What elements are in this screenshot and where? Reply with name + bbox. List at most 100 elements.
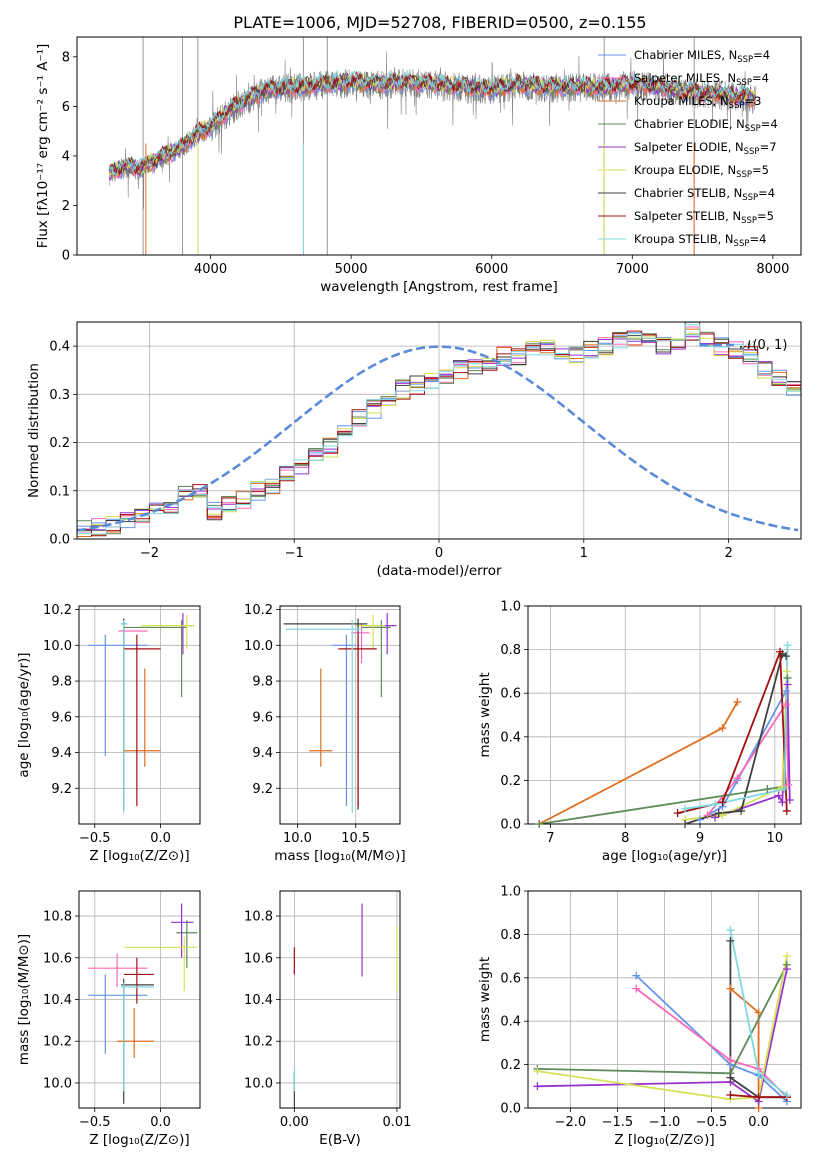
weight-marker xyxy=(754,1093,763,1102)
y-tick-label: 0.2 xyxy=(500,774,521,789)
y-tick-label: 0.0 xyxy=(500,1102,521,1117)
x-tick-label: 0.0 xyxy=(150,1115,171,1130)
x-tick-label: 0 xyxy=(435,546,443,561)
weight-marker xyxy=(754,1069,763,1078)
y-tick-label: 2 xyxy=(62,199,70,214)
y-axis-label: mass weight xyxy=(477,957,493,1042)
panel-mass-vs-Z: −0.5 0.0 10.0 10.2 10.4 10.6 10.8 Z [log₁₀(Z/Z⊙… xyxy=(16,890,201,1148)
weight-marker xyxy=(782,806,791,815)
x-axis-label: Z [log₁₀(Z/Z⊙)] xyxy=(89,848,189,864)
legend-entry: Kroupa ELODIE, NSSP=5 xyxy=(634,163,769,180)
y-tick-label: 9.8 xyxy=(51,675,72,690)
weight-marker xyxy=(696,815,705,824)
x-axis-label: age [log₁₀(age/yr)] xyxy=(602,848,727,864)
y-axis-label: mass weight xyxy=(477,672,493,757)
legend-entry: Chabrier ELODIE, NSSP=4 xyxy=(634,117,778,134)
weight-marker xyxy=(533,1082,542,1091)
weight-marker xyxy=(782,700,791,709)
weight-marker xyxy=(763,785,772,794)
x-tick-label: 8 xyxy=(621,831,629,846)
legend-entry: Chabrier MILES, NSSP=4 xyxy=(634,48,770,65)
y-axis-label: mass [log₁₀(M/M⊙)] xyxy=(16,934,32,1065)
y-tick-label: 9.4 xyxy=(252,746,273,761)
y-tick-label: 10.0 xyxy=(244,1076,273,1091)
x-tick-label: −0.5 xyxy=(79,1115,111,1130)
y-axis-label: Flux [fλ10⁻¹⁷ erg cm⁻² s⁻¹ A⁻¹] xyxy=(35,44,51,249)
model-spectrum-kroupa-stelib xyxy=(108,68,756,177)
x-tick-label: 6000 xyxy=(475,262,508,277)
x-tick-label: 7000 xyxy=(616,262,649,277)
weight-marker xyxy=(733,774,742,783)
y-tick-label: 0.4 xyxy=(49,340,70,355)
y-tick-label: 10.0 xyxy=(43,1076,72,1091)
y-tick-label: 9.6 xyxy=(51,710,72,725)
weight-marker xyxy=(703,811,712,820)
y-tick-label: 10.0 xyxy=(244,639,273,654)
legend-entry: Salpeter ELODIE, NSSP=7 xyxy=(634,140,777,157)
weight-marker xyxy=(737,806,746,815)
y-tick-label: 10.2 xyxy=(43,1035,72,1050)
x-axis-label: wavelength [Angstrom, rest frame] xyxy=(320,279,558,295)
x-axis-label: (data-model)/error xyxy=(376,563,502,579)
axes-frame xyxy=(78,605,201,825)
panel-spectrum: 4000 5000 6000 7000 8000 0 2 4 6 8 wavelength [Ang… xyxy=(35,36,802,295)
x-tick-label: −1.0 xyxy=(649,1115,681,1130)
x-tick-label: 10.5 xyxy=(341,831,370,846)
x-tick-label: −2 xyxy=(140,546,159,561)
x-tick-label: −2.0 xyxy=(555,1115,587,1130)
weight-marker xyxy=(533,1067,542,1076)
plot-area-mass-vs-EBV xyxy=(293,903,398,1108)
weight-marker xyxy=(776,647,785,656)
axes-frame xyxy=(279,605,401,825)
x-tick-label: 0.0 xyxy=(150,831,171,846)
legend-entry: Kroupa STELIB, NSSP=4 xyxy=(634,232,766,249)
y-tick-label: 9.8 xyxy=(252,675,273,690)
plot-area-age-vs-Z xyxy=(88,613,195,814)
x-axis-label: E(B-V) xyxy=(319,1132,361,1148)
weight-marker xyxy=(782,667,791,676)
weight-marker xyxy=(718,724,727,733)
weight-marker xyxy=(726,936,735,945)
weight-line-kroupa-elodie xyxy=(537,955,788,1101)
weight-marker xyxy=(784,780,793,789)
weight-marker xyxy=(774,791,783,800)
weight-line-salpeter-elodie xyxy=(537,968,788,1104)
y-tick-label: 4 xyxy=(62,149,70,164)
y-axis-label: Normed distribution xyxy=(26,363,42,498)
weight-line-chabrier-elodie xyxy=(537,964,788,1075)
y-tick-label: 10.6 xyxy=(244,951,273,966)
weight-marker xyxy=(783,641,792,650)
y-tick-label: 0.0 xyxy=(49,533,70,548)
x-tick-label: −0.5 xyxy=(696,1115,728,1130)
y-tick-label: 0.6 xyxy=(500,971,521,986)
figure-title: PLATE=1006, MJD=52708, FIBERID=0500, z=0… xyxy=(233,13,646,32)
x-tick-label: 0.01 xyxy=(382,1115,411,1130)
x-tick-label: 0.00 xyxy=(280,1115,309,1130)
weight-marker xyxy=(710,800,719,809)
y-tick-label: 10.8 xyxy=(244,910,273,925)
y-tick-label: 0.3 xyxy=(49,388,70,403)
x-tick-label: 7 xyxy=(546,831,554,846)
y-tick-label: 0.0 xyxy=(500,818,521,833)
weight-marker xyxy=(783,680,792,689)
y-tick-label: 10.2 xyxy=(244,603,273,618)
x-axis-label: Z [log₁₀(Z/Z⊙)] xyxy=(614,1132,714,1148)
weight-marker xyxy=(785,796,794,805)
weight-marker xyxy=(782,687,791,696)
y-tick-label: 0.1 xyxy=(49,484,70,499)
weight-marker xyxy=(718,798,727,807)
panel-age-vs-mass: 10.0 10.5 9.2 9.4 9.6 9.8 10.0 10.2 mass [log₁₀(… xyxy=(244,603,406,864)
weight-marker xyxy=(726,1073,735,1082)
x-tick-label: 10 xyxy=(767,831,784,846)
y-tick-label: 0.4 xyxy=(500,730,521,745)
gaussian-reference xyxy=(77,345,799,532)
y-tick-label: 0.6 xyxy=(500,687,521,702)
x-axis-label: mass [log₁₀(M/M⊙)] xyxy=(274,848,405,864)
y-tick-label: 9.4 xyxy=(51,746,72,761)
panel-mass-vs-EBV: 0.00 0.01 10.0 10.2 10.4 10.6 10.8 E(B-V) xyxy=(244,890,411,1148)
x-tick-label: 10.0 xyxy=(283,831,312,846)
weight-line-chabrier-miles xyxy=(699,690,787,821)
y-tick-label: 10.4 xyxy=(43,993,72,1008)
weight-marker xyxy=(782,652,791,661)
